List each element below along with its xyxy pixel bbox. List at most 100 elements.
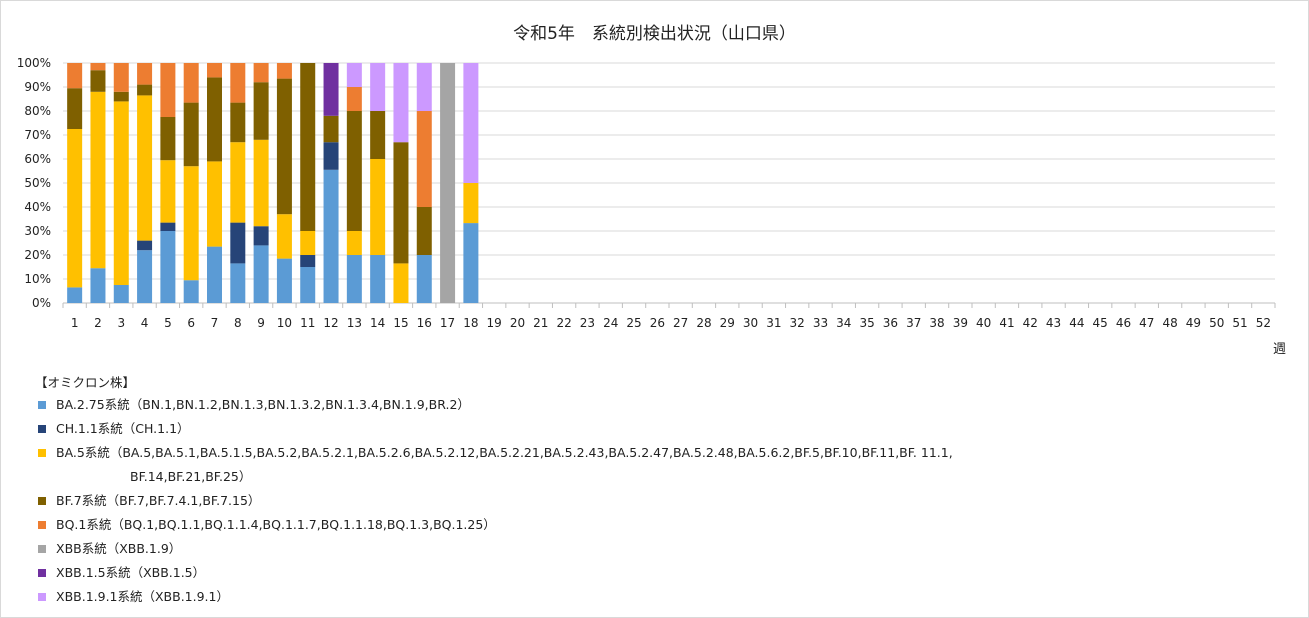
x-tick-label: 3 [117, 316, 125, 330]
legend-item: BQ.1系統（BQ.1,BQ.1.1,BQ.1.1.4,BQ.1.1.7,BQ.… [38, 513, 953, 537]
y-tick-label: 40% [24, 200, 51, 214]
y-tick-label: 100% [17, 56, 51, 70]
bar-segment [113, 63, 129, 92]
bar-segment [300, 231, 316, 255]
x-tick-label: 42 [1023, 316, 1038, 330]
bar-segment [463, 63, 479, 183]
legend-swatch [38, 569, 46, 577]
bar-segment [183, 63, 199, 103]
bar-segment [230, 222, 246, 264]
x-tick-label: 21 [533, 316, 548, 330]
legend-label: XBB.1.5系統（XBB.1.5） [56, 565, 206, 580]
bar-segment [346, 63, 362, 87]
bar-segment [253, 63, 269, 83]
bar-segment [346, 231, 362, 255]
x-tick-label: 5 [164, 316, 172, 330]
bar-segment [90, 268, 106, 303]
legend-item: CH.1.1系統（CH.1.1） [38, 417, 953, 441]
bar-segment [113, 101, 129, 286]
bar-segment [276, 258, 292, 303]
bar-segment [370, 159, 386, 255]
x-tick-label: 29 [720, 316, 735, 330]
bar-segment [230, 102, 246, 143]
bar-segment [346, 255, 362, 303]
bar-segment [90, 63, 106, 71]
bar-segment [137, 95, 153, 241]
legend-label: CH.1.1系統（CH.1.1） [56, 421, 190, 436]
bar-segment [463, 183, 479, 224]
x-tick-label: 35 [859, 316, 874, 330]
bar-segment [137, 84, 153, 96]
x-axis-label: 週 [1273, 342, 1287, 357]
bar-segment [207, 77, 222, 162]
x-tick-label: 31 [766, 316, 781, 330]
bar-segment [230, 263, 246, 303]
bar-segment [230, 142, 246, 223]
x-tick-label: 12 [323, 316, 338, 330]
legend-swatch [38, 593, 46, 601]
bar-segment [253, 139, 269, 227]
bar-segment [300, 267, 316, 303]
legend-item: BA.2.75系統（BN.1,BN.1.2,BN.1.3,BN.1.3.2,BN… [38, 393, 953, 417]
x-tick-label: 16 [417, 316, 432, 330]
legend-item: BA.5系統（BA.5,BA.5.1,BA.5.1.5,BA.5.2,BA.5.… [38, 441, 953, 489]
y-tick-label: 70% [24, 128, 51, 142]
legend-label: XBB系統（XBB.1.9） [56, 541, 182, 556]
x-tick-label: 13 [347, 316, 362, 330]
x-tick-label: 25 [626, 316, 641, 330]
bar-segment [346, 87, 362, 111]
bar-segment [137, 250, 153, 303]
legend-swatch [38, 401, 46, 409]
y-tick-label: 90% [24, 80, 51, 94]
bar-segment [137, 63, 153, 85]
x-tick-label: 15 [393, 316, 408, 330]
x-tick-label: 9 [257, 316, 265, 330]
legend-item: BF.7系統（BF.7,BF.7.4.1,BF.7.15） [38, 489, 953, 513]
bar-segment [370, 255, 386, 303]
bar-segment [416, 207, 432, 255]
bar-segment [67, 88, 83, 129]
legend-item: XBB系統（XBB.1.9） [38, 537, 953, 561]
legend-swatch [38, 425, 46, 433]
x-tick-label: 1 [71, 316, 79, 330]
bar-segment [183, 102, 199, 167]
bar-segment [276, 63, 292, 79]
bar-segment [440, 63, 456, 303]
x-tick-label: 41 [999, 316, 1014, 330]
x-tick-label: 52 [1256, 316, 1271, 330]
legend-label: BF.7系統（BF.7,BF.7.4.1,BF.7.15） [56, 493, 261, 508]
legend-label: XBB.1.9.1系統（XBB.1.9.1） [56, 589, 229, 604]
legend-item: XBB.1.9.1系統（XBB.1.9.1） [38, 585, 953, 609]
legend-swatch [38, 449, 46, 457]
legend-item: XBB.1.5系統（XBB.1.5） [38, 561, 953, 585]
x-tick-label: 27 [673, 316, 688, 330]
bar-segment [207, 161, 222, 247]
bar-segment [300, 63, 316, 231]
y-tick-label: 30% [24, 224, 51, 238]
x-tick-label: 20 [510, 316, 525, 330]
legend: BA.2.75系統（BN.1,BN.1.2,BN.1.3,BN.1.3.2,BN… [38, 393, 953, 609]
y-tick-label: 20% [24, 248, 51, 262]
bar-segment [346, 111, 362, 231]
bar-segment [137, 240, 153, 251]
bar-segment [113, 91, 129, 102]
legend-label: BQ.1系統（BQ.1,BQ.1.1,BQ.1.1.4,BQ.1.1.7,BQ.… [56, 517, 496, 532]
bar-segment [416, 63, 432, 111]
bar-segment [370, 63, 386, 111]
bar-segment [160, 63, 176, 117]
bar-segment [253, 245, 269, 303]
x-tick-label: 43 [1046, 316, 1061, 330]
bar-segment [253, 82, 269, 140]
x-tick-label: 14 [370, 316, 385, 330]
x-tick-label: 23 [580, 316, 595, 330]
y-tick-label: 0% [32, 296, 51, 310]
legend-label: BA.2.75系統（BN.1,BN.1.2,BN.1.3,BN.1.3.2,BN… [56, 397, 470, 412]
x-tick-label: 6 [187, 316, 195, 330]
legend-title: 【オミクロン株】 [35, 375, 136, 390]
x-tick-label: 51 [1232, 316, 1247, 330]
x-tick-label: 11 [300, 316, 315, 330]
x-tick-label: 7 [211, 316, 219, 330]
legend-label-continued: BF.14,BF.21,BF.25） [130, 469, 252, 484]
bar-segment [90, 91, 106, 269]
x-tick-label: 30 [743, 316, 758, 330]
